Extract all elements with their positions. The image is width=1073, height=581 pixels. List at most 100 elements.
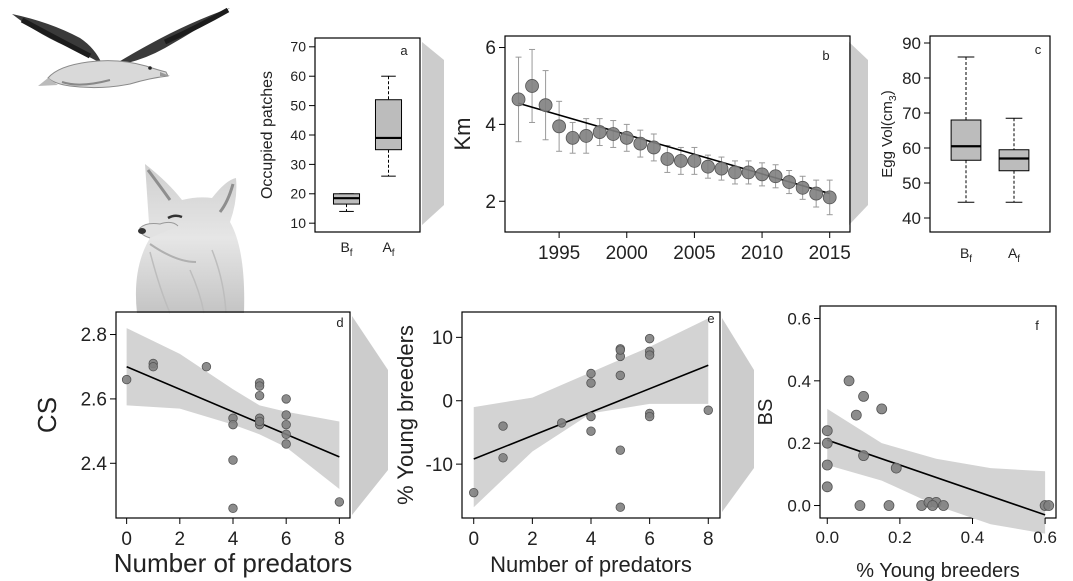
y-tick-label: 70 xyxy=(290,39,306,55)
chart-c: 40 50 60 70 80 90 Egg Vol(cm3) c Bf Af xyxy=(879,34,1051,265)
box-1 xyxy=(998,117,1030,203)
data-point xyxy=(334,497,345,507)
y-axis-label: BS xyxy=(755,399,777,426)
category-label: Bf xyxy=(340,239,352,259)
data-point xyxy=(782,175,797,189)
data-point xyxy=(938,500,949,511)
y-tick-label: 80 xyxy=(902,69,921,88)
data-point xyxy=(586,368,596,379)
y-axis-label: % Young breeders xyxy=(393,325,418,505)
data-point xyxy=(615,502,626,512)
confidence-band xyxy=(827,408,1046,534)
panel-label: f xyxy=(1035,318,1039,333)
chart-e: -10 0 10 0 2 4 6 8 % Young breeders Number of pre… xyxy=(393,311,721,577)
x-tick-label: 0.6 xyxy=(1033,528,1057,547)
data-point xyxy=(883,500,895,511)
panel-label: e xyxy=(707,311,714,326)
box-body xyxy=(950,119,982,161)
data-point xyxy=(854,500,866,511)
y-tick-label: 10 xyxy=(432,328,453,349)
data-point xyxy=(148,362,158,372)
regression-line xyxy=(126,365,340,458)
data-point xyxy=(586,411,596,422)
y-tick-label: 6 xyxy=(485,38,496,59)
data-point xyxy=(254,416,265,427)
box-0 xyxy=(332,193,361,212)
x-tick-label: 0.2 xyxy=(888,528,912,547)
data-point xyxy=(254,381,265,391)
plot-frame xyxy=(819,305,1057,519)
data-point xyxy=(615,445,626,455)
data-point xyxy=(660,152,675,166)
y-tick-label: 50 xyxy=(902,174,921,193)
data-point xyxy=(469,487,479,498)
panel-label: b xyxy=(822,48,829,63)
data-point xyxy=(511,92,526,107)
data-point xyxy=(579,129,594,143)
y-tick-label: 0.2 xyxy=(787,434,811,453)
x-axis-label: Number of predators xyxy=(114,548,352,578)
chart-f: 0.0 0.2 0.4 0.6 0.0 0.2 0.4 0.6 BS % Young breede… xyxy=(755,305,1057,581)
y-tick-label: 90 xyxy=(902,34,921,53)
data-point xyxy=(121,374,132,385)
data-point xyxy=(228,419,238,430)
x-tick-label: 1995 xyxy=(538,243,580,264)
box-0 xyxy=(950,56,982,203)
y-axis-label: Occupied patches xyxy=(259,71,276,199)
y-tick-label: 60 xyxy=(902,139,921,158)
y-tick-label: 50 xyxy=(290,98,306,114)
seagull-illustration xyxy=(12,7,230,89)
data-point xyxy=(228,503,238,514)
x-axis-label: % Young breeders xyxy=(856,560,1019,581)
y-tick-label: 0.0 xyxy=(787,496,811,515)
data-point xyxy=(498,453,508,463)
y-axis-label: Km xyxy=(450,118,475,151)
data-point xyxy=(701,159,715,174)
data-point xyxy=(498,421,508,431)
confidence-band xyxy=(126,328,340,490)
y-axis-label: CS xyxy=(32,397,62,433)
y-tick-label: 2 xyxy=(485,192,496,213)
x-tick-label: 4 xyxy=(228,529,239,550)
x-tick-label: 8 xyxy=(703,529,714,550)
y-tick-label: 40 xyxy=(902,209,921,228)
data-point xyxy=(615,345,626,355)
x-tick-label: 6 xyxy=(644,529,655,550)
data-point xyxy=(728,165,742,180)
data-point xyxy=(644,333,655,344)
data-point xyxy=(615,370,626,381)
data-point xyxy=(556,418,567,428)
y-axis-label: Egg Vol(cm3) xyxy=(879,90,899,178)
data-point xyxy=(606,127,621,141)
plot-frame xyxy=(314,37,421,233)
data-point xyxy=(1043,500,1055,511)
panel-label: d xyxy=(336,315,343,330)
data-point xyxy=(673,154,688,168)
data-point xyxy=(927,500,938,511)
y-tick-label: 70 xyxy=(902,104,921,123)
data-point xyxy=(809,186,824,201)
box-body xyxy=(998,149,1030,172)
data-point xyxy=(228,455,238,465)
arrow-a-to-b xyxy=(422,42,444,225)
y-tick-label: 0.6 xyxy=(787,309,811,328)
fox-illustration xyxy=(135,164,245,314)
data-point xyxy=(821,425,833,437)
y-tick-label: 4 xyxy=(485,115,496,136)
x-tick-label: 0 xyxy=(468,529,479,550)
y-tick-label: 30 xyxy=(290,156,306,172)
data-point xyxy=(552,119,567,134)
x-tick-label: 2 xyxy=(527,529,538,550)
data-point xyxy=(281,439,291,449)
y-tick-label: 10 xyxy=(290,215,306,231)
data-point xyxy=(687,154,702,168)
data-point xyxy=(741,165,756,180)
data-point xyxy=(646,140,661,155)
data-point xyxy=(822,190,837,205)
y-tick-label: 2.4 xyxy=(81,454,108,475)
data-point xyxy=(876,403,888,415)
data-point xyxy=(890,462,902,474)
data-point xyxy=(254,390,265,401)
data-point xyxy=(565,130,580,145)
